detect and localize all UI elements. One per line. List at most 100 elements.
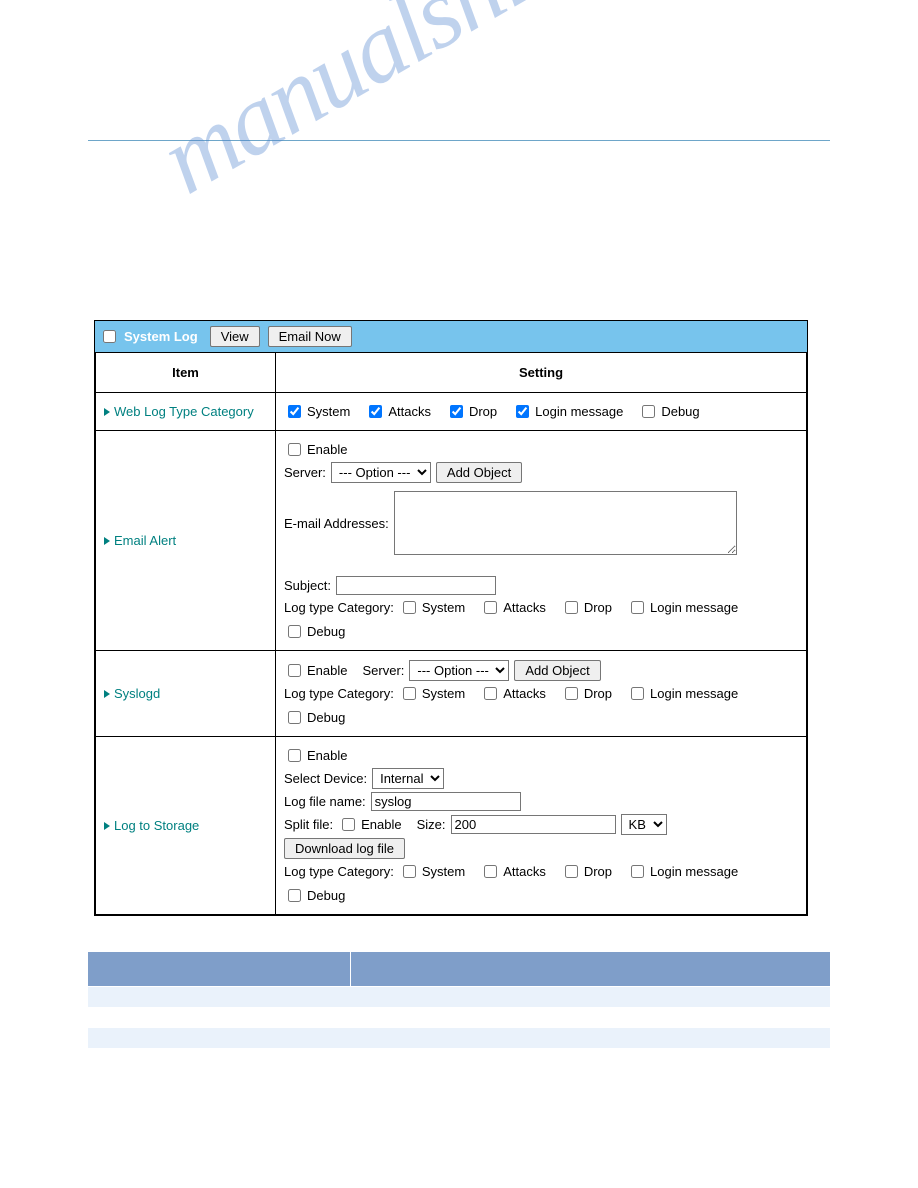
row-label-web-log: Web Log Type Category: [104, 404, 267, 419]
email-cat-system-label: System: [422, 600, 465, 615]
email-add-object-button[interactable]: Add Object: [436, 462, 522, 483]
help-table: [88, 952, 830, 1048]
syslogd-cat-debug-label: Debug: [307, 710, 345, 725]
storage-category-label: Log type Category:: [284, 864, 394, 879]
storage-device-select[interactable]: Internal: [372, 768, 444, 789]
log-storage-label: Log to Storage: [114, 818, 199, 833]
storage-size-label: Size:: [417, 817, 446, 832]
storage-enable-label: Enable: [307, 748, 347, 763]
storage-device-label: Select Device:: [284, 771, 367, 786]
storage-splitfile-label: Split file:: [284, 817, 333, 832]
syslogd-cat-attacks-checkbox[interactable]: [484, 687, 497, 700]
syslogd-label: Syslogd: [114, 686, 160, 701]
help-col2-header: [351, 952, 830, 986]
triangle-icon: [104, 822, 110, 830]
help-table-row: [88, 1007, 830, 1027]
storage-cat-system-checkbox[interactable]: [403, 865, 416, 878]
syslogd-cat-debug-checkbox[interactable]: [288, 711, 301, 724]
email-cat-attacks-checkbox[interactable]: [484, 601, 497, 614]
storage-filename-input[interactable]: [371, 792, 521, 811]
web-log-label: Web Log Type Category: [114, 404, 254, 419]
email-cat-debug-checkbox[interactable]: [288, 625, 301, 638]
triangle-icon: [104, 690, 110, 698]
weblog-debug-checkbox[interactable]: [642, 405, 655, 418]
email-server-label: Server:: [284, 465, 326, 480]
email-subject-input[interactable]: [336, 576, 496, 595]
storage-cat-debug-label: Debug: [307, 888, 345, 903]
syslogd-cat-drop-label: Drop: [584, 686, 612, 701]
email-category-label: Log type Category:: [284, 600, 394, 615]
weblog-login-checkbox[interactable]: [516, 405, 529, 418]
weblog-drop-label: Drop: [469, 404, 497, 419]
storage-enable-checkbox[interactable]: [288, 749, 301, 762]
storage-cat-drop-label: Drop: [584, 864, 612, 879]
help-table-row: [88, 1028, 830, 1048]
email-cat-login-checkbox[interactable]: [631, 601, 644, 614]
email-cat-attacks-label: Attacks: [503, 600, 546, 615]
storage-cat-attacks-checkbox[interactable]: [484, 865, 497, 878]
weblog-debug-label: Debug: [661, 404, 699, 419]
syslogd-category-label: Log type Category:: [284, 686, 394, 701]
view-button[interactable]: View: [210, 326, 260, 347]
storage-cat-system-label: System: [422, 864, 465, 879]
header-rule: [88, 140, 830, 141]
email-cat-drop-checkbox[interactable]: [565, 601, 578, 614]
weblog-attacks-checkbox[interactable]: [369, 405, 382, 418]
weblog-login-label: Login message: [535, 404, 623, 419]
email-subject-label: Subject:: [284, 578, 331, 593]
storage-size-input[interactable]: [451, 815, 616, 834]
syslogd-enable-label: Enable: [307, 663, 347, 678]
panel-title: System Log: [124, 329, 198, 344]
syslogd-cat-login-checkbox[interactable]: [631, 687, 644, 700]
storage-filename-label: Log file name:: [284, 794, 366, 809]
email-enable-checkbox[interactable]: [288, 443, 301, 456]
storage-cat-attacks-label: Attacks: [503, 864, 546, 879]
syslogd-add-object-button[interactable]: Add Object: [514, 660, 600, 681]
email-addresses-label: E-mail Addresses:: [284, 516, 389, 531]
help-table-header: [88, 952, 830, 986]
email-cat-drop-label: Drop: [584, 600, 612, 615]
weblog-drop-checkbox[interactable]: [450, 405, 463, 418]
storage-size-unit-select[interactable]: KB: [621, 814, 667, 835]
syslogd-cat-drop-checkbox[interactable]: [565, 687, 578, 700]
column-header-item: Item: [96, 353, 276, 393]
email-enable-label: Enable: [307, 442, 347, 457]
row-label-log-storage: Log to Storage: [104, 818, 267, 833]
storage-cat-drop-checkbox[interactable]: [565, 865, 578, 878]
column-header-setting: Setting: [276, 353, 807, 393]
email-addresses-textarea[interactable]: [394, 491, 737, 555]
syslogd-cat-login-label: Login message: [650, 686, 738, 701]
syslogd-cat-system-checkbox[interactable]: [403, 687, 416, 700]
storage-cat-debug-checkbox[interactable]: [288, 889, 301, 902]
storage-split-enable-label: Enable: [361, 817, 401, 832]
weblog-system-label: System: [307, 404, 350, 419]
syslogd-cat-attacks-label: Attacks: [503, 686, 546, 701]
triangle-icon: [104, 537, 110, 545]
help-col1-header: [88, 952, 350, 986]
help-table-row: [88, 987, 830, 1007]
email-server-select[interactable]: --- Option ---: [331, 462, 431, 483]
email-alert-label: Email Alert: [114, 533, 176, 548]
settings-table: Item Setting Web Log Type Category: [95, 352, 807, 915]
watermark-text: manualshive.com: [141, 0, 776, 217]
system-log-enable-checkbox[interactable]: [103, 330, 116, 343]
row-label-syslogd: Syslogd: [104, 686, 267, 701]
download-log-button[interactable]: Download log file: [284, 838, 405, 859]
syslogd-enable-checkbox[interactable]: [288, 664, 301, 677]
storage-cat-login-checkbox[interactable]: [631, 865, 644, 878]
syslogd-cat-system-label: System: [422, 686, 465, 701]
email-cat-debug-label: Debug: [307, 624, 345, 639]
weblog-attacks-label: Attacks: [388, 404, 431, 419]
syslogd-server-label: Server:: [362, 663, 404, 678]
syslogd-server-select[interactable]: --- Option ---: [409, 660, 509, 681]
email-cat-login-label: Login message: [650, 600, 738, 615]
panel-title-bar: System Log View Email Now: [95, 321, 807, 352]
triangle-icon: [104, 408, 110, 416]
row-label-email-alert: Email Alert: [104, 533, 267, 548]
email-cat-system-checkbox[interactable]: [403, 601, 416, 614]
storage-split-enable-checkbox[interactable]: [342, 818, 355, 831]
system-log-panel: System Log View Email Now Item Setting W…: [94, 320, 808, 916]
weblog-system-checkbox[interactable]: [288, 405, 301, 418]
storage-cat-login-label: Login message: [650, 864, 738, 879]
email-now-button[interactable]: Email Now: [268, 326, 352, 347]
